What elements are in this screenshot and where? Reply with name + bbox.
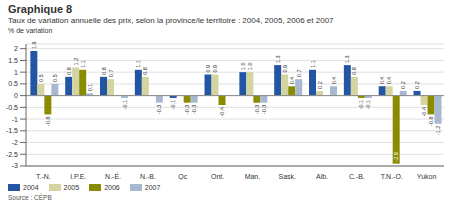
svg-text:T.N.-O.: T.N.-O. xyxy=(381,173,403,180)
svg-text:1.9: 1.9 xyxy=(31,41,37,49)
svg-text:0.2: 0.2 xyxy=(400,81,406,89)
svg-text:0.7: 0.7 xyxy=(108,70,114,78)
svg-text:1.0: 1.0 xyxy=(247,62,253,70)
svg-text:Qc: Qc xyxy=(178,173,187,180)
svg-text:Ont.: Ont. xyxy=(211,173,224,180)
svg-text:-0.4: -0.4 xyxy=(421,107,427,116)
html-text:Taux de variation annuelle des: Taux de variation annuelle des prix, sel… xyxy=(8,16,334,25)
svg-text:Alb.: Alb. xyxy=(316,173,328,180)
svg-text:Man.: Man. xyxy=(245,173,261,180)
html-text:% de variation: % de variation xyxy=(8,27,53,34)
svg-text:N.-B.: N.-B. xyxy=(140,173,156,180)
svg-text:-0.3: -0.3 xyxy=(254,105,260,114)
svg-text:0.4: 0.4 xyxy=(331,77,337,85)
svg-text:0.5: 0.5 xyxy=(8,80,18,87)
svg-text:Yukon: Yukon xyxy=(417,173,437,180)
svg-text:1.1: 1.1 xyxy=(310,60,316,68)
html-text:2007: 2007 xyxy=(144,183,161,191)
svg-text:0.8: 0.8 xyxy=(142,67,148,75)
svg-text:1.2: 1.2 xyxy=(73,58,79,66)
svg-text:1.3: 1.3 xyxy=(275,55,281,63)
svg-text:0.4: 0.4 xyxy=(386,77,392,85)
html-text:2006: 2006 xyxy=(104,183,120,191)
svg-text:0.4: 0.4 xyxy=(379,77,385,85)
svg-text:-0.3: -0.3 xyxy=(184,105,190,114)
svg-text:1: 1 xyxy=(14,69,18,76)
svg-text:-2.9: -2.9 xyxy=(393,152,399,161)
svg-text:0.5: 0.5 xyxy=(38,74,44,82)
svg-text:0.8: 0.8 xyxy=(351,67,357,75)
svg-text:-1.2: -1.2 xyxy=(435,126,441,135)
svg-text:1.3: 1.3 xyxy=(344,55,350,63)
svg-text:-1: -1 xyxy=(12,116,18,123)
svg-text:Sask.: Sask. xyxy=(278,173,296,180)
svg-text:0.2: 0.2 xyxy=(414,81,420,89)
svg-text:-0.3: -0.3 xyxy=(191,105,197,114)
html-text:Source : CÉPB: Source : CÉPB xyxy=(8,194,52,201)
svg-text:0.8: 0.8 xyxy=(101,67,107,75)
svg-text:1.0: 1.0 xyxy=(240,62,246,70)
svg-text:-2: -2 xyxy=(12,139,18,146)
svg-text:0.7: 0.7 xyxy=(296,70,302,78)
svg-text:2: 2 xyxy=(14,45,18,52)
svg-text:0.9: 0.9 xyxy=(212,65,218,73)
svg-text:-0.5: -0.5 xyxy=(8,104,18,111)
svg-text:0.4: 0.4 xyxy=(289,77,295,85)
svg-text:0.2: 0.2 xyxy=(317,81,323,89)
svg-text:-0.1: -0.1 xyxy=(122,100,128,109)
svg-text:1.5: 1.5 xyxy=(8,57,18,64)
svg-text:-1.5: -1.5 xyxy=(8,127,18,134)
html-text:2004: 2004 xyxy=(23,183,39,191)
svg-text:1.1: 1.1 xyxy=(135,60,141,68)
svg-text:-2.5: -2.5 xyxy=(8,151,18,158)
svg-text:-0.1: -0.1 xyxy=(365,100,371,109)
svg-text:-0.3: -0.3 xyxy=(261,105,267,114)
svg-text:N.-É.: N.-É. xyxy=(105,172,121,180)
svg-text:-0.8: -0.8 xyxy=(45,116,51,125)
svg-text:-0.1: -0.1 xyxy=(358,100,364,109)
svg-text:0.8: 0.8 xyxy=(66,67,72,75)
svg-text:0.5: 0.5 xyxy=(52,74,58,82)
svg-text:0.1: 0.1 xyxy=(87,84,93,92)
html-text:2005: 2005 xyxy=(63,183,80,191)
svg-text:C.-B.: C.-B. xyxy=(349,173,365,180)
svg-text:0: 0 xyxy=(14,92,18,99)
html-text:Graphique 8: Graphique 8 xyxy=(8,3,73,15)
svg-text:-0.8: -0.8 xyxy=(428,116,434,125)
svg-text:I.P.E.: I.P.E. xyxy=(70,173,86,180)
svg-text:0.9: 0.9 xyxy=(205,65,211,73)
svg-text:-3: -3 xyxy=(12,162,18,169)
svg-text:-0.4: -0.4 xyxy=(219,107,225,116)
svg-text:T.-N.: T.-N. xyxy=(36,173,51,180)
svg-text:-0.3: -0.3 xyxy=(156,105,162,114)
svg-text:1.1: 1.1 xyxy=(80,60,86,68)
svg-text:-0.1: -0.1 xyxy=(170,100,176,109)
svg-text:0.9: 0.9 xyxy=(282,65,288,73)
